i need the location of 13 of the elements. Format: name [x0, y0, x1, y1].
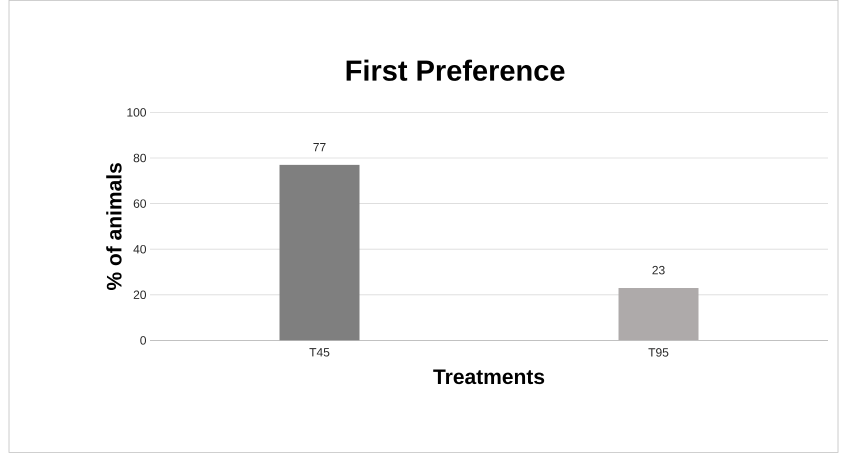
y-axis-title: % of animals	[106, 162, 122, 290]
chart-title: First Preference	[346, 59, 564, 81]
x-tick-label: T95	[648, 348, 668, 356]
y-tick-label: 60	[134, 199, 146, 208]
y-tick-label: 20	[134, 290, 146, 299]
y-tick-label: 80	[134, 154, 146, 162]
data-label: 77	[313, 142, 326, 152]
y-tick-label: 0	[140, 336, 146, 344]
x-tick-label: T45	[309, 348, 330, 356]
y-tick-label: 40	[133, 244, 146, 254]
y-tick-label: 100	[127, 108, 146, 116]
data-label: 23	[652, 266, 665, 274]
x-axis-title: Treatments	[433, 369, 544, 384]
